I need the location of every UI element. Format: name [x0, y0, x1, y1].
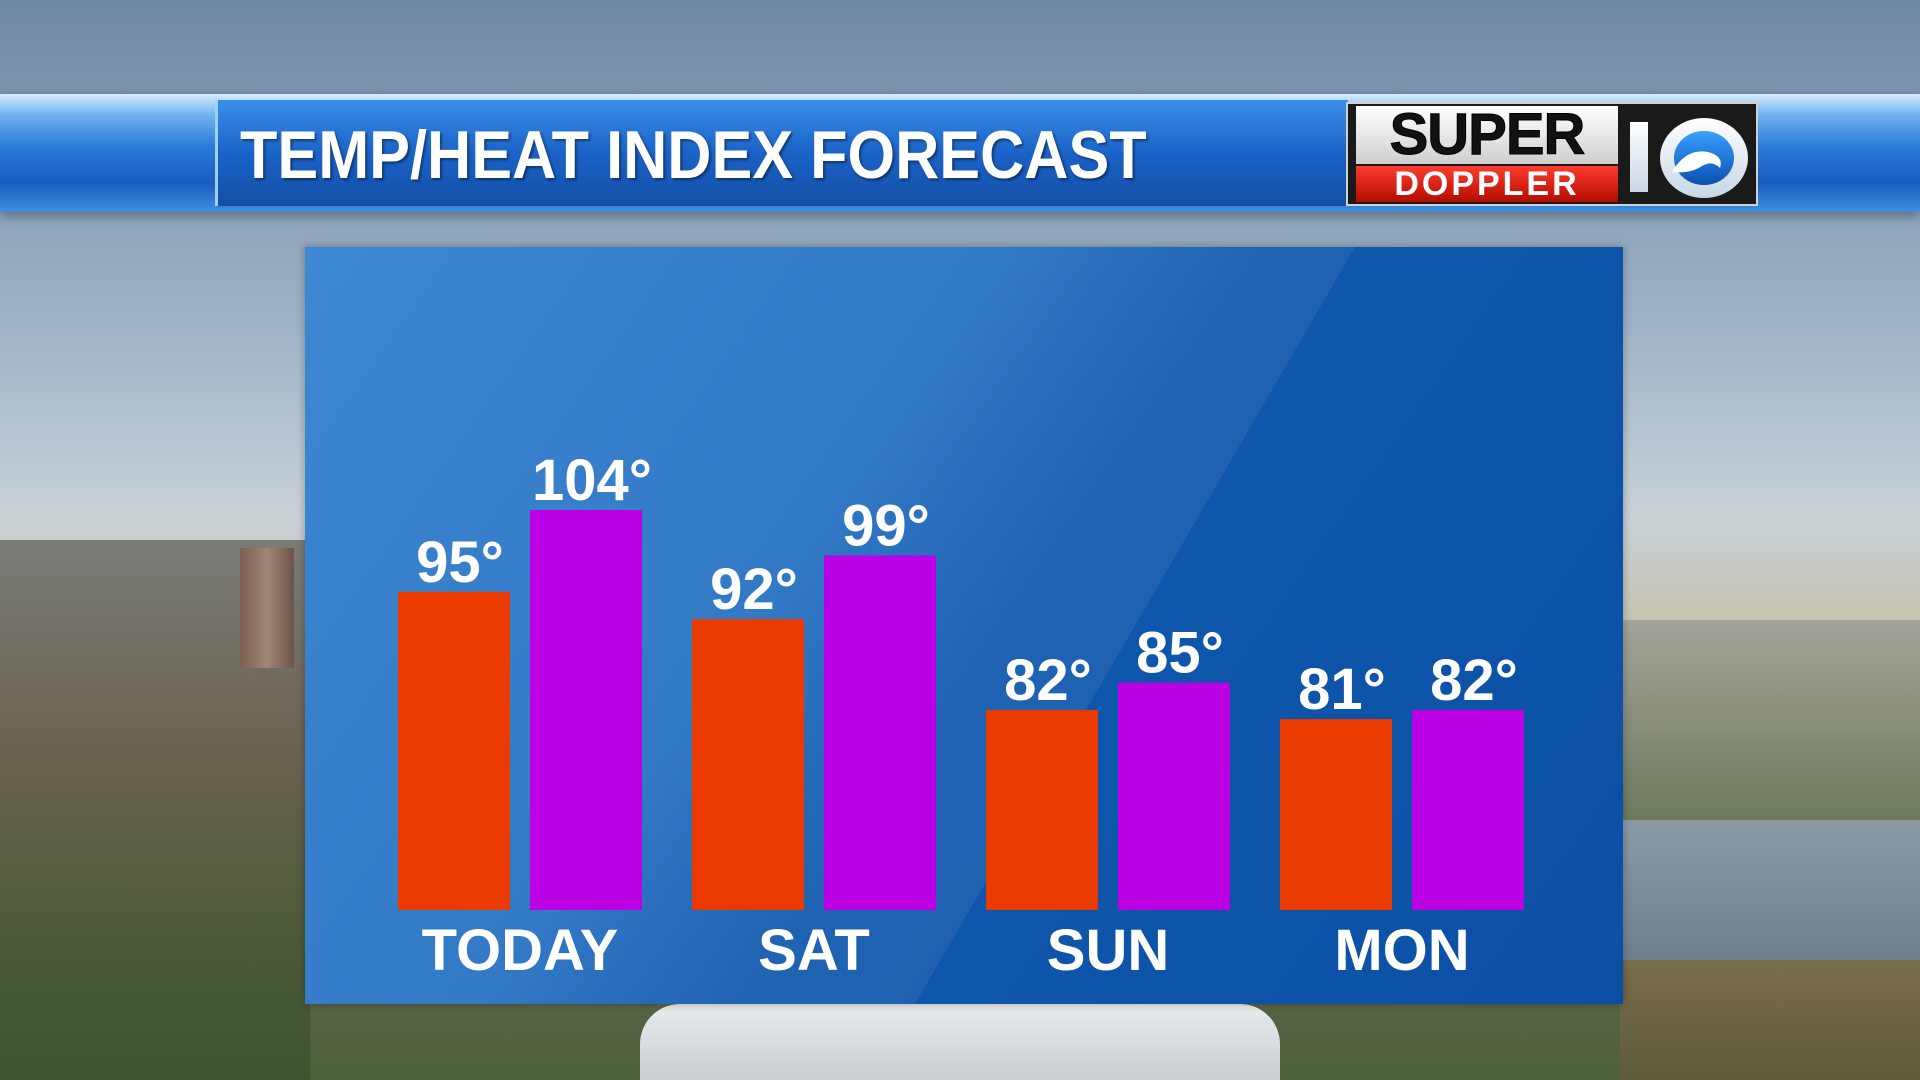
data-label-today-series-1: 104° — [532, 448, 652, 513]
bar-sun-series-0 — [986, 710, 1098, 910]
logo-super-text: SUPER — [1356, 105, 1618, 164]
category-label-sun: SUN — [1047, 918, 1169, 983]
shoreline — [1620, 620, 1920, 820]
bar-today-series-0 — [398, 591, 510, 910]
city-tower — [240, 548, 294, 668]
river-water — [1620, 820, 1920, 970]
data-label-sat-series-0: 92° — [710, 557, 798, 622]
bar-sat-series-0 — [692, 619, 804, 910]
category-label-today: TODAY — [422, 918, 619, 983]
data-label-today-series-0: 95° — [416, 530, 504, 595]
white-tents — [640, 1004, 1280, 1080]
category-label-mon: MON — [1334, 918, 1469, 983]
bar-chart: 95° 104° TODAY 92° 99° SAT 82° 85° SUN 81° 82° MON — [398, 448, 1524, 983]
data-label-sun-series-0: 82° — [1004, 648, 1092, 713]
page-title: TEMP/HEAT INDEX FORECAST — [240, 117, 1147, 193]
bar-mon-series-0 — [1280, 719, 1392, 910]
bar-mon-series-1 — [1412, 710, 1524, 910]
title-plate — [215, 100, 1348, 206]
channel-10-wave-icon — [1630, 118, 1748, 198]
ground — [1620, 960, 1920, 1080]
category-label-sat: SAT — [758, 918, 870, 983]
bar-sat-series-1 — [824, 555, 936, 910]
station-logo: SUPER DOPPLER — [1346, 102, 1758, 206]
bar-today-series-1 — [530, 510, 642, 910]
data-label-mon-series-0: 81° — [1298, 657, 1386, 722]
data-label-sun-series-1: 85° — [1136, 621, 1224, 686]
data-label-sat-series-1: 99° — [842, 493, 930, 558]
bar-sun-series-1 — [1118, 682, 1230, 910]
data-label-mon-series-1: 82° — [1430, 648, 1518, 713]
logo-doppler-text: DOPPLER — [1356, 166, 1618, 202]
